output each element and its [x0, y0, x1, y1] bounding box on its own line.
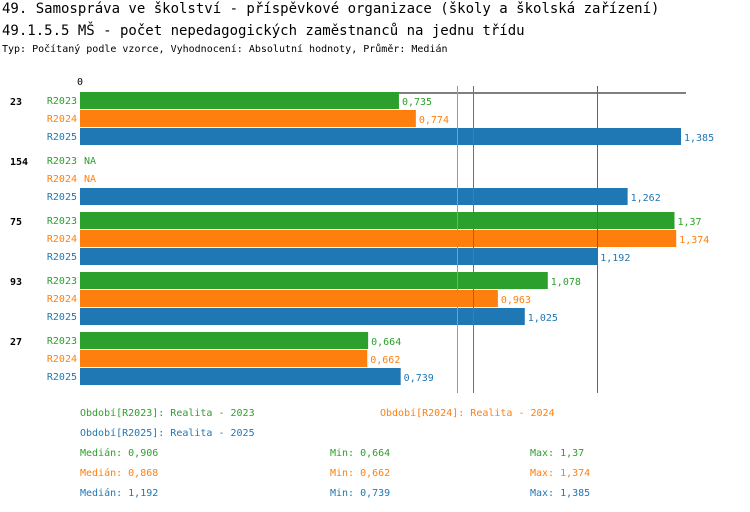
stat-max-r2024: Max: 1,374 — [530, 468, 591, 479]
legend-r2024: Období[R2024]: Realita - 2024 — [380, 408, 555, 419]
bar-series-label: R2025 — [47, 372, 77, 383]
group-label: 93 — [10, 277, 22, 288]
bar-series-label: R2024 — [47, 294, 77, 305]
chart-subtitle: 49.1.5.5 MŠ - počet nepedagogických zamě… — [2, 23, 525, 39]
legend-r2023: Období[R2023]: Realita - 2023 — [80, 408, 255, 419]
bar-value-label: 0,735 — [402, 97, 432, 108]
bar-value-label: 0,664 — [371, 337, 401, 348]
bar — [80, 308, 525, 325]
bar-value-label: 0,739 — [404, 373, 434, 384]
stat-min-r2025: Min: 0,739 — [330, 488, 391, 499]
bar-series-label: R2024 — [47, 174, 77, 185]
bar-series-label: R2024 — [47, 234, 77, 245]
bar-value-label: 1,025 — [528, 313, 558, 324]
stat-max-r2025: Max: 1,385 — [530, 488, 591, 499]
bar — [80, 272, 548, 289]
bar — [80, 248, 598, 265]
bar-value-label: 0,963 — [501, 295, 531, 306]
x-axis-zero-label: 0 — [77, 77, 83, 88]
bar-value-label: 1,262 — [631, 193, 661, 204]
legend-r2025: Období[R2025]: Realita - 2025 — [80, 428, 255, 439]
group-label: 75 — [10, 217, 22, 228]
bar — [80, 230, 677, 247]
stat-max-r2023: Max: 1,37 — [530, 448, 585, 459]
bar-value-label: 1,192 — [600, 253, 630, 264]
stat-median-r2024: Medián: 0,868 — [80, 468, 159, 479]
stat-min-r2023: Min: 0,664 — [330, 448, 391, 459]
bar-series-label: R2023 — [47, 276, 77, 287]
bar — [80, 290, 498, 307]
bar-value-label: 0,662 — [370, 355, 400, 366]
bar — [80, 212, 675, 229]
bar-value-label: 1,37 — [677, 217, 701, 228]
bar-series-label: R2025 — [47, 312, 77, 323]
bar — [80, 128, 681, 145]
bar-series-label: R2025 — [47, 252, 77, 263]
bar — [80, 110, 416, 127]
bar — [80, 350, 368, 367]
group-label: 27 — [10, 337, 22, 348]
bar-value-label: 1,374 — [679, 235, 709, 246]
bar — [80, 368, 401, 385]
chart-type-description: Typ: Počítaný podle vzorce, Vyhodnocení:… — [2, 44, 448, 55]
bar-value-label: NA — [84, 156, 96, 167]
bar-series-label: R2023 — [47, 336, 77, 347]
bar — [80, 332, 369, 349]
stat-median-r2023: Medián: 0,906 — [80, 448, 159, 459]
bar-series-label: R2025 — [47, 132, 77, 143]
bar-value-label: NA — [84, 174, 96, 185]
bar-series-label: R2023 — [47, 216, 77, 227]
bar-series-label: R2024 — [47, 354, 77, 365]
group-label: 23 — [10, 97, 22, 108]
stat-min-r2024: Min: 0,662 — [330, 468, 391, 479]
bar-series-label: R2025 — [47, 192, 77, 203]
bar-value-label: 1,385 — [684, 133, 714, 144]
chart-title: 49. Samospráva ve školství - příspěvkové… — [2, 1, 660, 17]
bar — [80, 92, 399, 109]
stat-median-r2025: Medián: 1,192 — [80, 488, 159, 499]
bar — [80, 188, 628, 205]
bar-value-label: 1,078 — [551, 277, 581, 288]
bar-value-label: 0,774 — [419, 115, 449, 126]
bar-series-label: R2023 — [47, 156, 77, 167]
group-label: 154 — [10, 157, 28, 168]
bar-series-label: R2023 — [47, 96, 77, 107]
bar-chart: 0 23 R2023 0,735 R2024 0,774 R2025 1,385 154 R202… — [10, 77, 714, 393]
bar-series-label: R2024 — [47, 114, 77, 125]
